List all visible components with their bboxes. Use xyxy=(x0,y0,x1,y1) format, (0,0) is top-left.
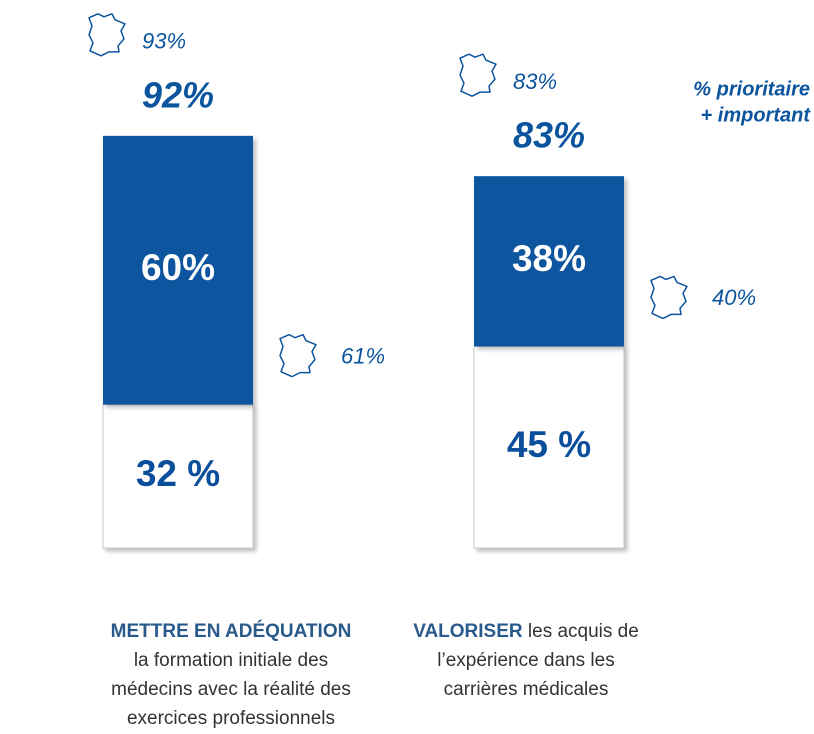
bar-segment xyxy=(102,404,254,549)
category-text: les acquis de l’expérience dans les carr… xyxy=(437,621,639,700)
france-icon xyxy=(459,53,497,97)
france-icon xyxy=(279,333,317,378)
value-label: 32 % xyxy=(136,453,220,494)
bar-segment xyxy=(473,345,625,549)
france-top-label: 61% xyxy=(341,343,385,368)
france-total-label: 93% xyxy=(142,29,186,54)
total-label: 83% xyxy=(513,115,585,156)
france-icon xyxy=(88,13,126,57)
note-line: + important xyxy=(701,104,812,126)
france-top-label: 40% xyxy=(712,285,756,310)
category-label: METTRE EN ADÉQUATION la formation initia… xyxy=(106,617,356,733)
value-label: 38% xyxy=(512,238,586,279)
note-line: % prioritaire xyxy=(693,78,810,100)
bar-segment xyxy=(474,176,624,347)
value-label: 60% xyxy=(141,247,215,288)
value-label: 45 % xyxy=(507,424,591,465)
category-emphasis: VALORISER xyxy=(413,621,523,642)
category-label: VALORISER les acquis de l’expérience dan… xyxy=(401,617,651,704)
total-label: 92% xyxy=(142,74,214,115)
category-text: la formation initiale des médecins avec … xyxy=(111,650,351,729)
category-emphasis: METTRE EN ADÉQUATION xyxy=(110,621,352,642)
bar-segment xyxy=(103,135,253,405)
france-icon xyxy=(650,275,688,320)
france-total-label: 83% xyxy=(513,69,557,94)
